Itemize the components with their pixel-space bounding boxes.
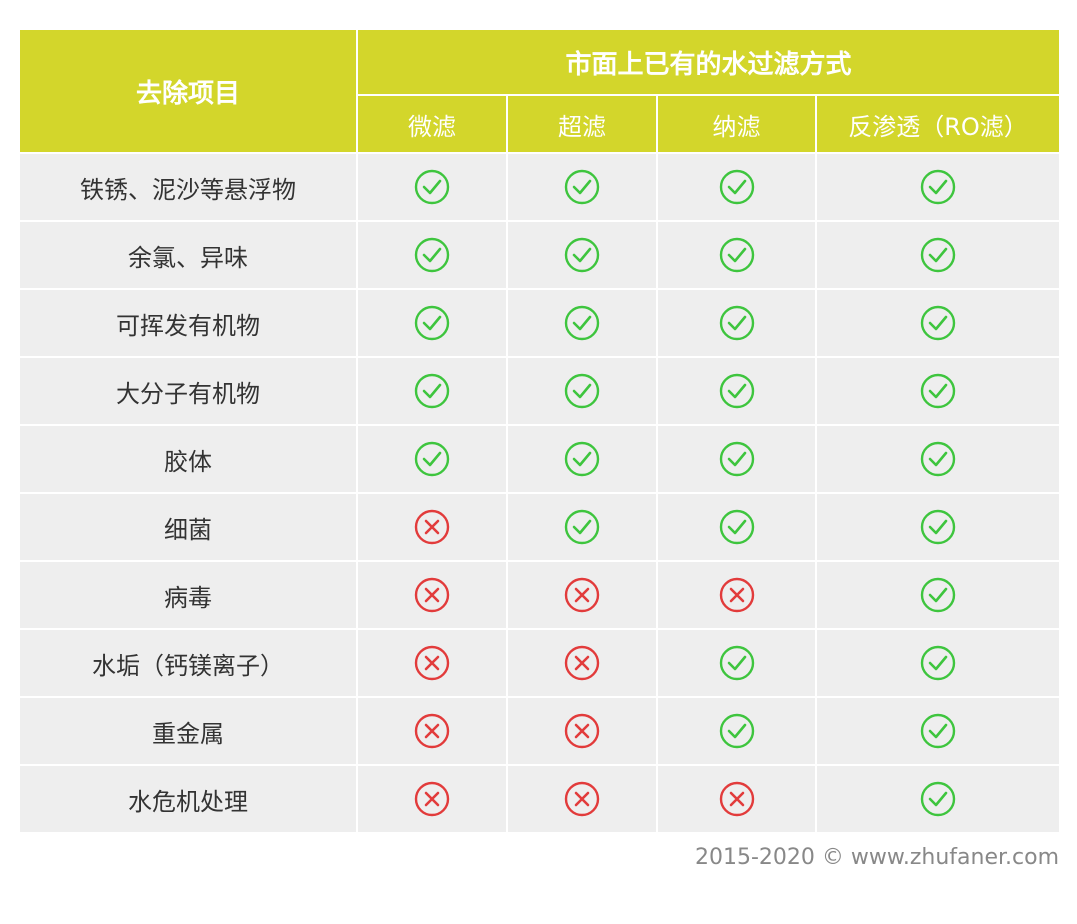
row-label: 细菌 bbox=[20, 494, 356, 560]
row-label: 重金属 bbox=[20, 698, 356, 764]
result-cell bbox=[658, 358, 815, 424]
result-cell bbox=[508, 562, 656, 628]
cross-icon bbox=[564, 781, 600, 817]
result-cell bbox=[658, 222, 815, 288]
check-icon bbox=[719, 713, 754, 749]
check-icon bbox=[564, 373, 600, 409]
row-label: 病毒 bbox=[20, 562, 356, 628]
result-cell bbox=[658, 630, 815, 696]
check-icon bbox=[719, 169, 754, 205]
cross-icon bbox=[719, 781, 754, 817]
check-icon bbox=[920, 713, 956, 749]
result-cell bbox=[658, 698, 815, 764]
result-cell bbox=[658, 290, 815, 356]
cross-icon bbox=[564, 713, 600, 749]
check-icon bbox=[920, 577, 956, 613]
row-label: 水垢（钙镁离子） bbox=[20, 630, 356, 696]
check-icon bbox=[564, 441, 600, 477]
check-icon bbox=[920, 305, 956, 341]
check-icon bbox=[719, 441, 754, 477]
check-icon bbox=[719, 645, 754, 681]
cross-icon bbox=[414, 577, 450, 613]
check-icon bbox=[920, 237, 956, 273]
check-icon bbox=[920, 373, 956, 409]
cross-icon bbox=[414, 645, 450, 681]
cross-icon bbox=[414, 509, 450, 545]
result-cell bbox=[817, 698, 1059, 764]
result-cell bbox=[817, 154, 1059, 220]
result-cell bbox=[658, 562, 815, 628]
result-cell bbox=[358, 562, 506, 628]
check-icon bbox=[719, 509, 754, 545]
result-cell bbox=[817, 630, 1059, 696]
result-cell bbox=[358, 698, 506, 764]
check-icon bbox=[564, 509, 600, 545]
column-header: 纳滤 bbox=[658, 96, 815, 152]
cross-icon bbox=[564, 645, 600, 681]
check-icon bbox=[920, 441, 956, 477]
check-icon bbox=[414, 237, 450, 273]
result-cell bbox=[358, 290, 506, 356]
footer: 2015-2020 © www.zhufaner.com bbox=[695, 845, 1059, 870]
row-label: 水危机处理 bbox=[20, 766, 356, 832]
row-label: 胶体 bbox=[20, 426, 356, 492]
result-cell bbox=[817, 494, 1059, 560]
cross-icon bbox=[719, 577, 754, 613]
check-icon bbox=[414, 169, 450, 205]
check-icon bbox=[414, 441, 450, 477]
result-cell bbox=[508, 426, 656, 492]
result-cell bbox=[658, 426, 815, 492]
result-cell bbox=[817, 426, 1059, 492]
check-icon bbox=[414, 305, 450, 341]
result-cell bbox=[508, 358, 656, 424]
result-cell bbox=[817, 562, 1059, 628]
result-cell bbox=[658, 154, 815, 220]
result-cell bbox=[508, 290, 656, 356]
result-cell bbox=[817, 290, 1059, 356]
check-icon bbox=[920, 509, 956, 545]
row-label: 可挥发有机物 bbox=[20, 290, 356, 356]
result-cell bbox=[358, 222, 506, 288]
result-cell bbox=[358, 154, 506, 220]
cross-icon bbox=[414, 781, 450, 817]
check-icon bbox=[414, 373, 450, 409]
check-icon bbox=[564, 237, 600, 273]
result-cell bbox=[358, 494, 506, 560]
result-cell bbox=[358, 630, 506, 696]
row-label: 大分子有机物 bbox=[20, 358, 356, 424]
check-icon bbox=[719, 305, 754, 341]
cross-icon bbox=[414, 713, 450, 749]
result-cell bbox=[658, 494, 815, 560]
result-cell bbox=[658, 766, 815, 832]
check-icon bbox=[920, 781, 956, 817]
column-header: 微滤 bbox=[358, 96, 506, 152]
check-icon bbox=[920, 645, 956, 681]
result-cell bbox=[508, 222, 656, 288]
result-cell bbox=[358, 358, 506, 424]
result-cell bbox=[508, 154, 656, 220]
column-header: 超滤 bbox=[508, 96, 656, 152]
check-icon bbox=[920, 169, 956, 205]
row-label: 余氯、异味 bbox=[20, 222, 356, 288]
result-cell bbox=[508, 630, 656, 696]
check-icon bbox=[564, 169, 600, 205]
result-cell bbox=[817, 766, 1059, 832]
cross-icon bbox=[564, 577, 600, 613]
check-icon bbox=[719, 373, 754, 409]
result-cell bbox=[358, 426, 506, 492]
result-cell bbox=[508, 698, 656, 764]
check-icon bbox=[719, 237, 754, 273]
group-title: 市面上已有的水过滤方式 bbox=[358, 30, 1059, 94]
result-cell bbox=[817, 222, 1059, 288]
check-icon bbox=[564, 305, 600, 341]
result-cell bbox=[508, 494, 656, 560]
row-label: 铁锈、泥沙等悬浮物 bbox=[20, 154, 356, 220]
result-cell bbox=[358, 766, 506, 832]
result-cell bbox=[508, 766, 656, 832]
row-title: 去除项目 bbox=[20, 30, 356, 152]
column-header: 反渗透（RO滤） bbox=[817, 96, 1059, 152]
result-cell bbox=[817, 358, 1059, 424]
